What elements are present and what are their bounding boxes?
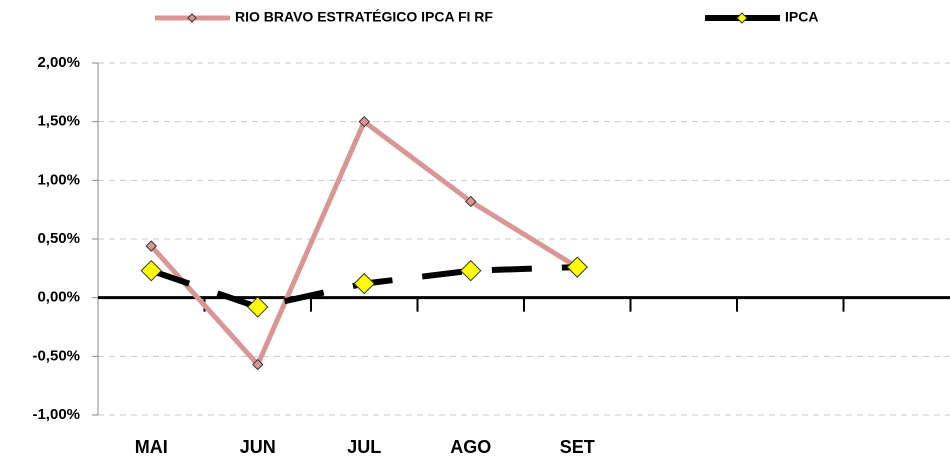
marker	[353, 272, 375, 295]
x-tick-label: JUN	[240, 437, 276, 457]
x-tick-label: MAI	[135, 437, 168, 457]
marker	[460, 259, 482, 282]
legend-label: IPCA	[785, 9, 818, 25]
y-tick-label: 0,00%	[37, 289, 80, 306]
y-tick-label: 1,50%	[37, 113, 80, 130]
marker	[252, 358, 264, 371]
series-line	[149, 117, 579, 370]
y-tick-label: 2,00%	[37, 54, 80, 71]
marker	[566, 256, 588, 278]
y-tick-label: 1,00%	[37, 171, 80, 188]
marker	[140, 259, 162, 282]
legend-label: RIO BRAVO ESTRATÉGICO IPCA FI RF	[235, 9, 493, 25]
legend-marker	[187, 13, 197, 23]
x-tick-label: JUL	[347, 437, 381, 457]
marker	[358, 115, 370, 128]
marker	[465, 195, 477, 208]
y-tick-label: -1,00%	[32, 406, 80, 423]
y-tick-label: -0,50%	[32, 347, 80, 364]
x-tick-label: SET	[560, 437, 595, 457]
legend-marker	[736, 12, 748, 24]
y-tick-label: 0,50%	[37, 230, 80, 247]
marker	[145, 240, 157, 252]
marker	[247, 296, 269, 318]
x-tick-label: AGO	[450, 437, 491, 457]
